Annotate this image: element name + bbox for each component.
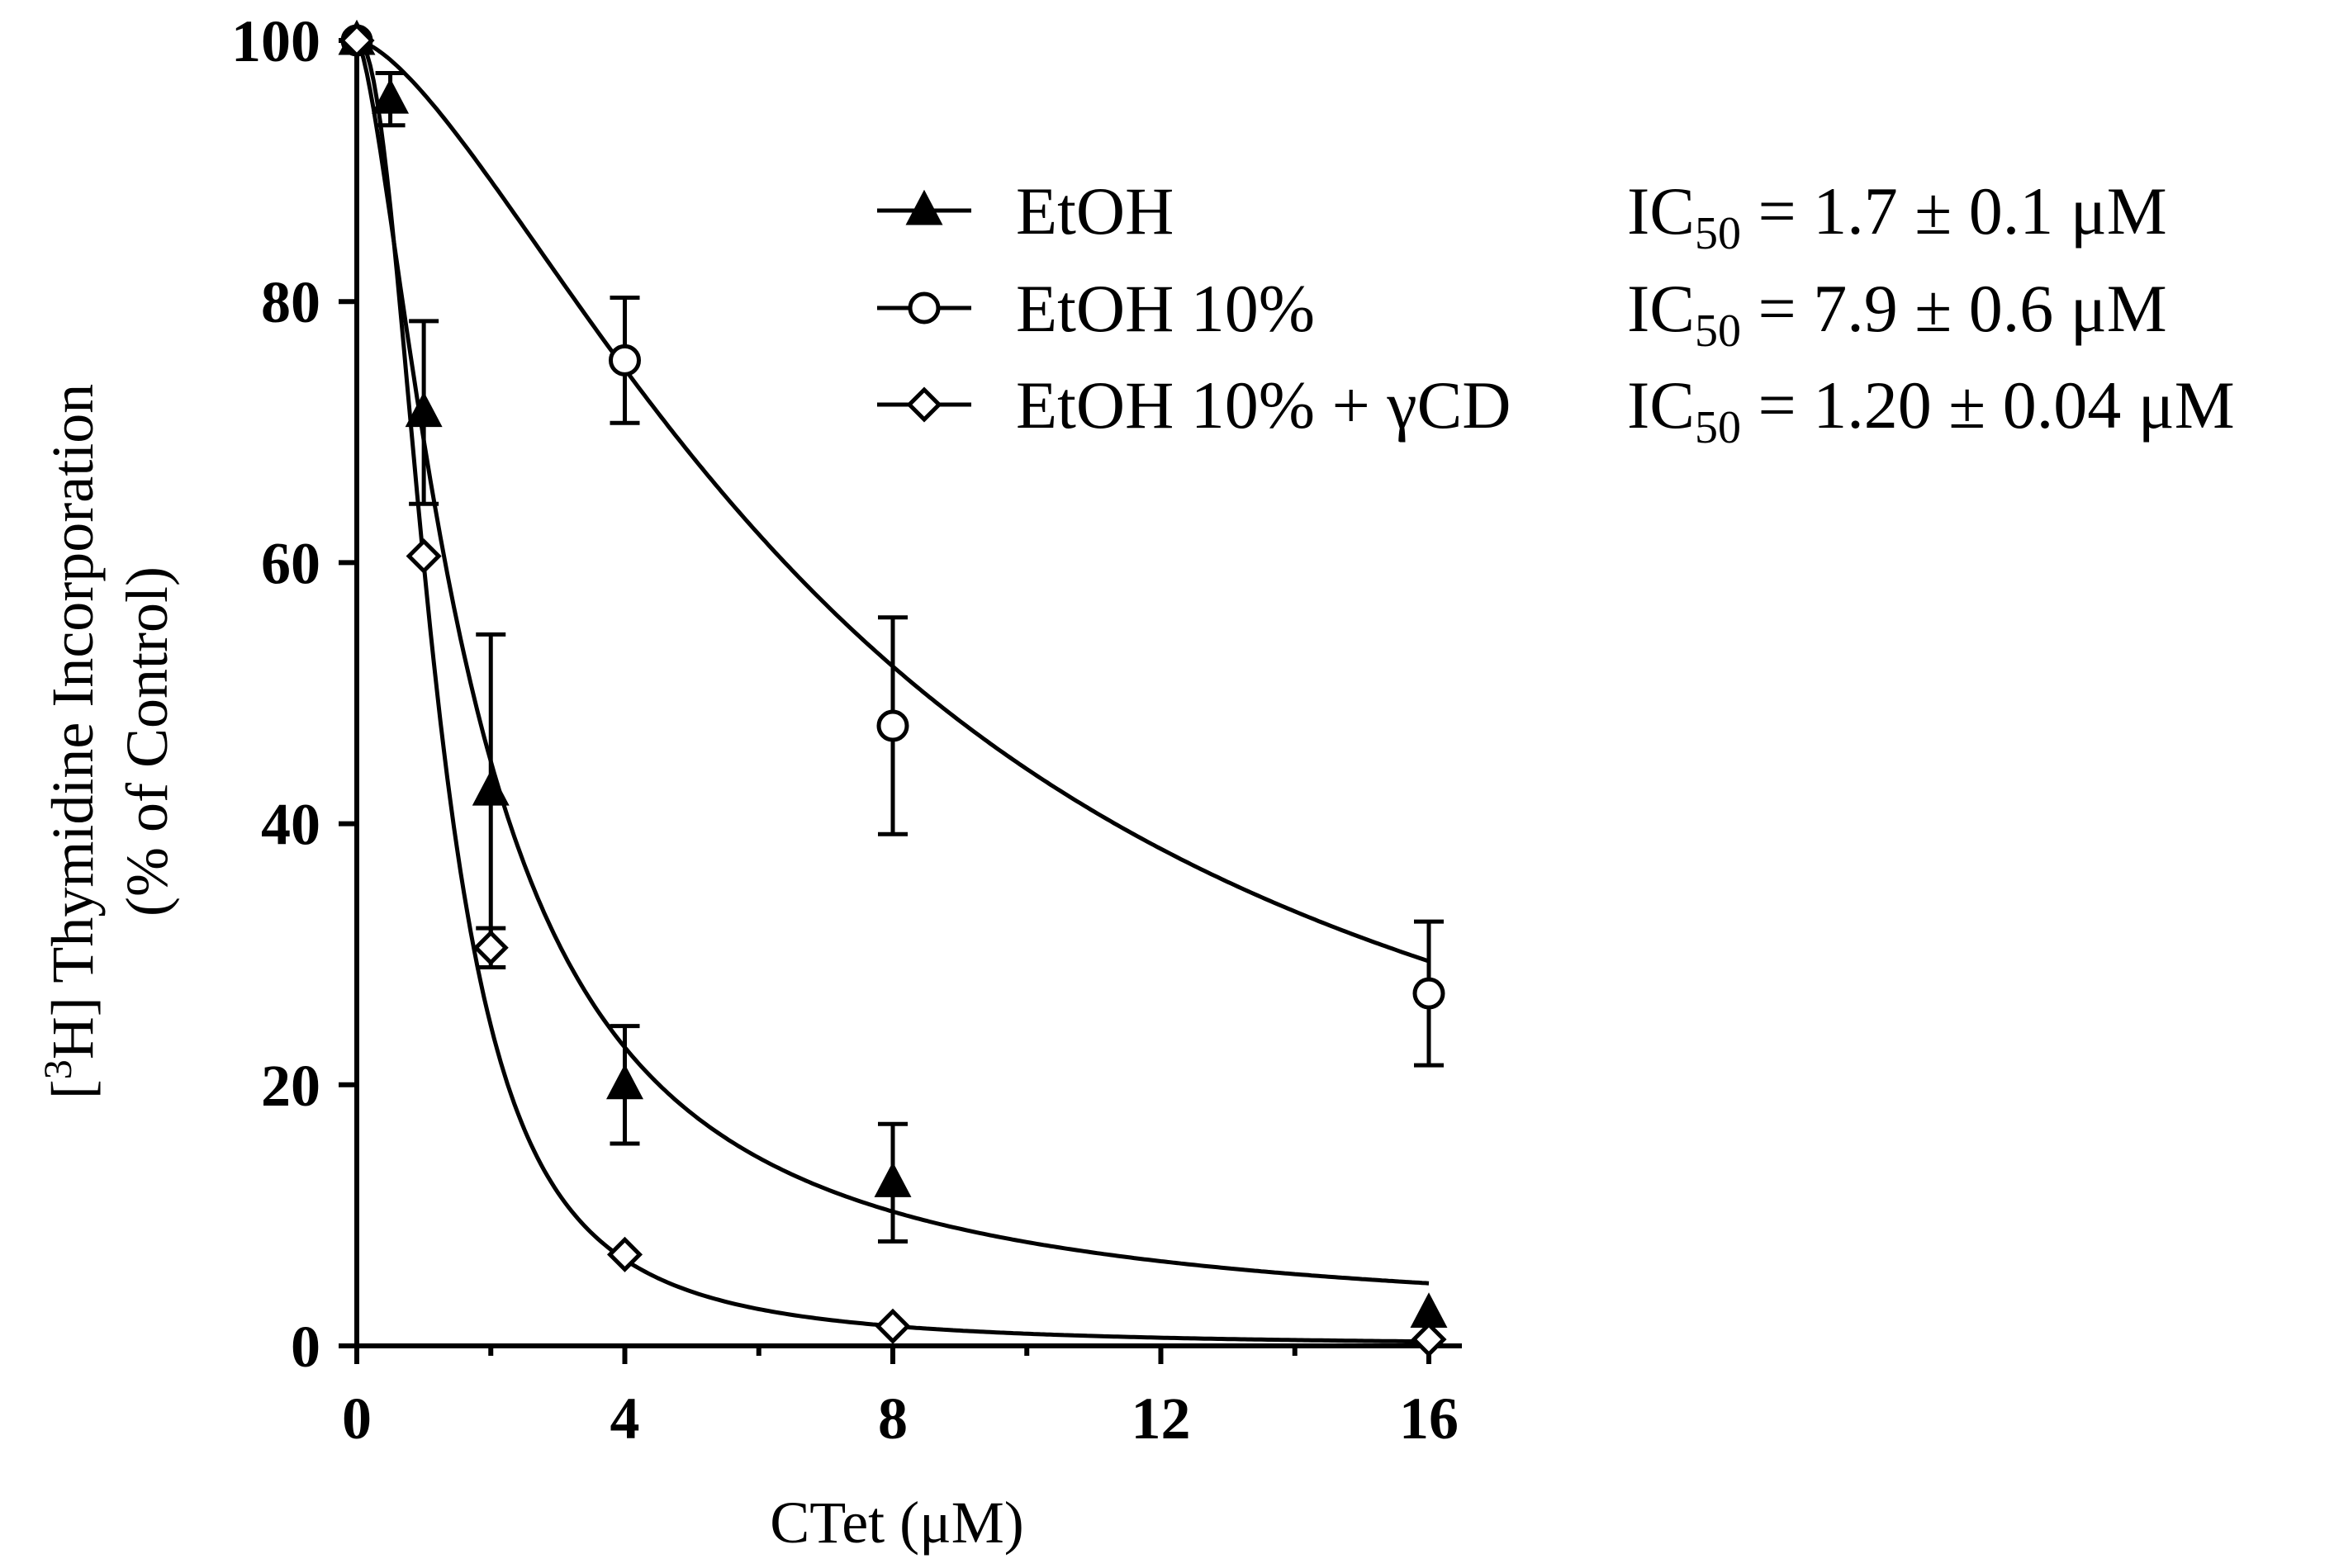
data-point bbox=[874, 1162, 912, 1197]
y-axis-title: [3H] Thymidine Incorporation (% of Contr… bbox=[36, 384, 180, 1099]
data-point bbox=[1411, 1321, 1447, 1357]
y-tick-label: 0 bbox=[291, 1314, 320, 1380]
data-point bbox=[1412, 977, 1445, 1010]
data-point bbox=[606, 1236, 643, 1272]
data-point bbox=[609, 343, 641, 377]
legend-marker bbox=[908, 291, 941, 324]
x-axis-title: CTet (μM) bbox=[770, 1490, 1024, 1556]
data-point bbox=[339, 22, 375, 59]
x-tick-label: 8 bbox=[878, 1386, 908, 1452]
data-point bbox=[875, 1308, 911, 1344]
legend-ic50: IC50 = 1.7 ± 0.1 μM bbox=[1627, 173, 2167, 259]
y-axis-title-line2: (% of Control) bbox=[114, 566, 180, 917]
legend-label: EtOH bbox=[1016, 173, 1174, 249]
legend-ic50: IC50 = 1.20 ± 0.04 μM bbox=[1627, 367, 2235, 453]
legend-ic50: IC50 = 7.9 ± 0.6 μM bbox=[1627, 271, 2167, 357]
data-point bbox=[472, 770, 510, 806]
legend-marker bbox=[905, 189, 943, 225]
x-tick-label: 16 bbox=[1399, 1386, 1459, 1452]
legend: EtOH IC50 = 1.7 ± 0.1 μM EtOH 10% IC50 = 7.… bbox=[877, 173, 2235, 453]
data-point bbox=[876, 709, 909, 742]
y-tick-label: 40 bbox=[261, 792, 320, 858]
y-axis-title-line1: [3H] Thymidine Incorporation bbox=[36, 384, 106, 1099]
y-tick-label: 80 bbox=[261, 269, 320, 335]
data-markers bbox=[338, 19, 1448, 1357]
legend-marker bbox=[906, 386, 942, 423]
x-tick-label: 0 bbox=[342, 1386, 372, 1452]
data-point bbox=[406, 538, 442, 575]
data-point bbox=[606, 1063, 643, 1100]
error-bars bbox=[375, 71, 1444, 1244]
y-tick-label: 60 bbox=[261, 530, 320, 596]
data-point bbox=[472, 930, 509, 966]
tick-labels: 0 4 8 12 16 0 20 40 60 80 100 bbox=[231, 8, 1459, 1452]
data-point bbox=[405, 391, 443, 428]
x-tick-label: 4 bbox=[610, 1386, 640, 1452]
legend-label: EtOH 10% + γCD bbox=[1016, 367, 1511, 443]
legend-label: EtOH 10% bbox=[1016, 271, 1315, 346]
axes bbox=[339, 38, 1462, 1364]
data-point bbox=[372, 78, 410, 114]
y-tick-label: 100 bbox=[231, 8, 320, 74]
y-tick-label: 20 bbox=[261, 1053, 320, 1119]
x-tick-label: 12 bbox=[1132, 1386, 1191, 1452]
